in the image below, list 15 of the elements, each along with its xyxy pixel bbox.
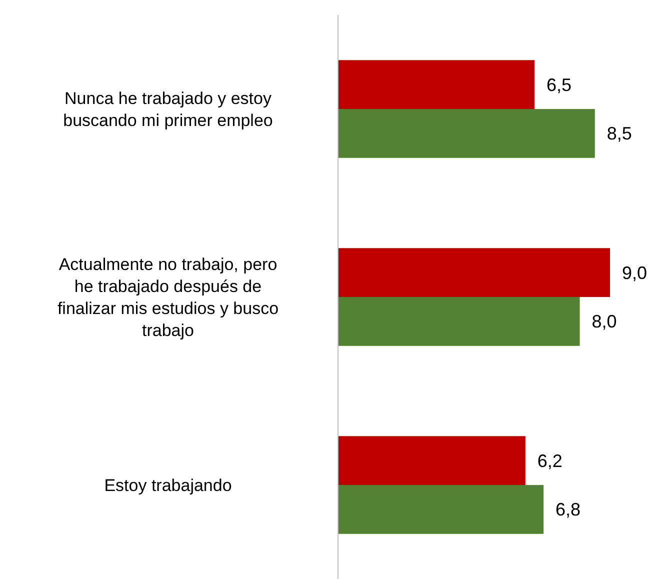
y-tick-label: Actualmente no trabajo, pero he trabajado después de finalizar mis estudios y busco trabajo — [57, 254, 279, 340]
data-label: 6,5 — [546, 74, 572, 95]
data-label: 8,5 — [606, 124, 632, 144]
data-label: 8,0 — [592, 312, 617, 332]
bar — [338, 60, 534, 109]
bar — [338, 248, 610, 297]
bar — [338, 485, 544, 534]
data-label: 6,2 — [537, 450, 562, 471]
data-label: 9,0 — [622, 262, 648, 283]
y-tick-label: Nunca he trabajado y estoy buscando mi primer empleo — [63, 88, 273, 130]
bar — [338, 436, 526, 485]
y-tick-label: Estoy trabajando — [104, 476, 232, 495]
data-label: 6,8 — [556, 500, 581, 520]
bar — [338, 297, 580, 346]
bar — [338, 109, 595, 158]
